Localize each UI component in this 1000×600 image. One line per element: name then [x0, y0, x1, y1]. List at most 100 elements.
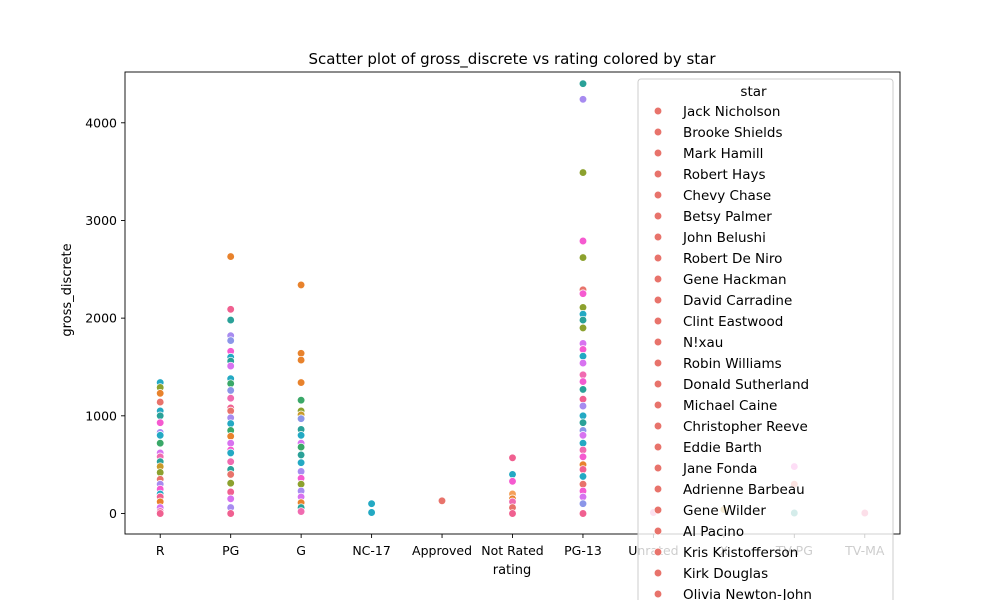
- y-tick-label: 0: [109, 506, 117, 521]
- data-point: [578, 236, 588, 246]
- legend-entry: Kris Kristofferson: [683, 545, 798, 561]
- data-point: [226, 470, 235, 479]
- legend-marker: [653, 526, 663, 536]
- data-point: [367, 508, 376, 517]
- data-point: [296, 442, 306, 452]
- legend-marker: [653, 190, 663, 200]
- data-point: [578, 95, 588, 104]
- data-point: [226, 419, 235, 428]
- data-point: [226, 479, 235, 488]
- legend-entry: Robin Williams: [683, 356, 782, 372]
- legend-entry: John Belushi: [682, 230, 766, 246]
- data-point: [296, 431, 306, 440]
- x-tick-label: Approved: [412, 543, 472, 558]
- data-point: [578, 377, 588, 386]
- legend-marker: [653, 316, 663, 326]
- x-tick-label: G: [296, 543, 306, 558]
- y-tick-label: 1000: [85, 408, 117, 423]
- x-tick-label: PG-13: [564, 543, 602, 558]
- x-tick-label: PG: [222, 543, 239, 558]
- legend-entry: Robert De Niro: [683, 251, 782, 267]
- data-point: [578, 509, 588, 518]
- data-point: [226, 448, 235, 458]
- data-point: [156, 389, 165, 398]
- legend-entry: Clint Eastwood: [683, 314, 783, 330]
- data-point: [226, 336, 235, 345]
- data-point: [156, 439, 165, 448]
- legend-marker: [653, 421, 663, 431]
- y-tick-label: 4000: [85, 115, 117, 130]
- data-point: [508, 453, 517, 462]
- data-point: [578, 385, 588, 394]
- data-point: [296, 355, 306, 365]
- legend-marker: [653, 211, 663, 221]
- legend-entry: Jack Nicholson: [682, 104, 780, 120]
- y-tick-label: 3000: [85, 213, 117, 228]
- legend-marker: [653, 589, 663, 599]
- legend-marker: [653, 568, 663, 578]
- data-point: [508, 509, 517, 518]
- legend-marker: [653, 253, 663, 263]
- legend-entry: Gene Wilder: [683, 503, 766, 519]
- data-point: [226, 406, 235, 416]
- data-point: [578, 358, 588, 368]
- legend-entry: Gene Hackman: [683, 272, 787, 288]
- data-point: [296, 396, 306, 405]
- legend-entry: David Carradine: [683, 293, 792, 309]
- legend-entry: Chevy Chase: [683, 188, 771, 204]
- legend-marker: [653, 337, 663, 347]
- data-point: [578, 431, 588, 440]
- legend-entry: Al Pacino: [683, 524, 744, 540]
- legend-entry: Christopher Reeve: [683, 419, 808, 435]
- data-point: [578, 253, 588, 262]
- data-point: [578, 418, 588, 427]
- x-tick-label: Not Rated: [481, 543, 543, 558]
- data-point: [578, 289, 588, 298]
- legend-box: [637, 78, 894, 600]
- legend-entry: Jane Fonda: [682, 461, 757, 477]
- data-point: [226, 386, 235, 395]
- data-point: [578, 452, 588, 461]
- legend-entry: Kirk Douglas: [683, 566, 768, 582]
- data-point: [578, 315, 588, 325]
- data-point: [508, 470, 517, 479]
- x-tick-label: R: [156, 543, 165, 558]
- legend-marker: [653, 442, 663, 452]
- legend-entry: Adrienne Barbeau: [683, 482, 805, 498]
- legend-entry: Eddie Barth: [683, 440, 762, 456]
- data-point: [226, 457, 235, 466]
- data-point: [156, 509, 165, 518]
- legend-marker: [653, 463, 663, 473]
- legend-entry: Michael Caine: [683, 398, 777, 414]
- data-point: [296, 414, 306, 423]
- legend-marker: [653, 127, 663, 137]
- data-point: [578, 465, 588, 474]
- legend-marker: [653, 148, 663, 158]
- data-point: [226, 361, 235, 371]
- legend-marker: [653, 484, 663, 494]
- data-point: [156, 418, 165, 427]
- legend-marker: [653, 379, 663, 389]
- data-point: [296, 450, 306, 460]
- legend-marker: [653, 295, 663, 305]
- chart-title: Scatter plot of gross_discrete vs rating…: [309, 50, 717, 69]
- data-point: [226, 432, 235, 441]
- data-point: [578, 411, 588, 420]
- x-tick-label: NC-17: [352, 543, 391, 558]
- y-axis-label: gross_discrete: [60, 243, 75, 336]
- legend-entry: Donald Sutherland: [683, 377, 809, 393]
- data-point: [578, 79, 588, 88]
- data-point: [226, 315, 235, 325]
- data-point: [578, 168, 588, 177]
- legend-marker: [653, 274, 663, 284]
- data-point: [296, 378, 306, 387]
- data-point: [508, 477, 517, 486]
- data-point: [156, 411, 165, 420]
- data-point: [226, 252, 235, 261]
- data-point: [156, 397, 165, 407]
- points-layer: [156, 79, 869, 518]
- data-point: [437, 496, 447, 505]
- legend-entry: N!xau: [683, 335, 723, 351]
- data-point: [226, 509, 235, 518]
